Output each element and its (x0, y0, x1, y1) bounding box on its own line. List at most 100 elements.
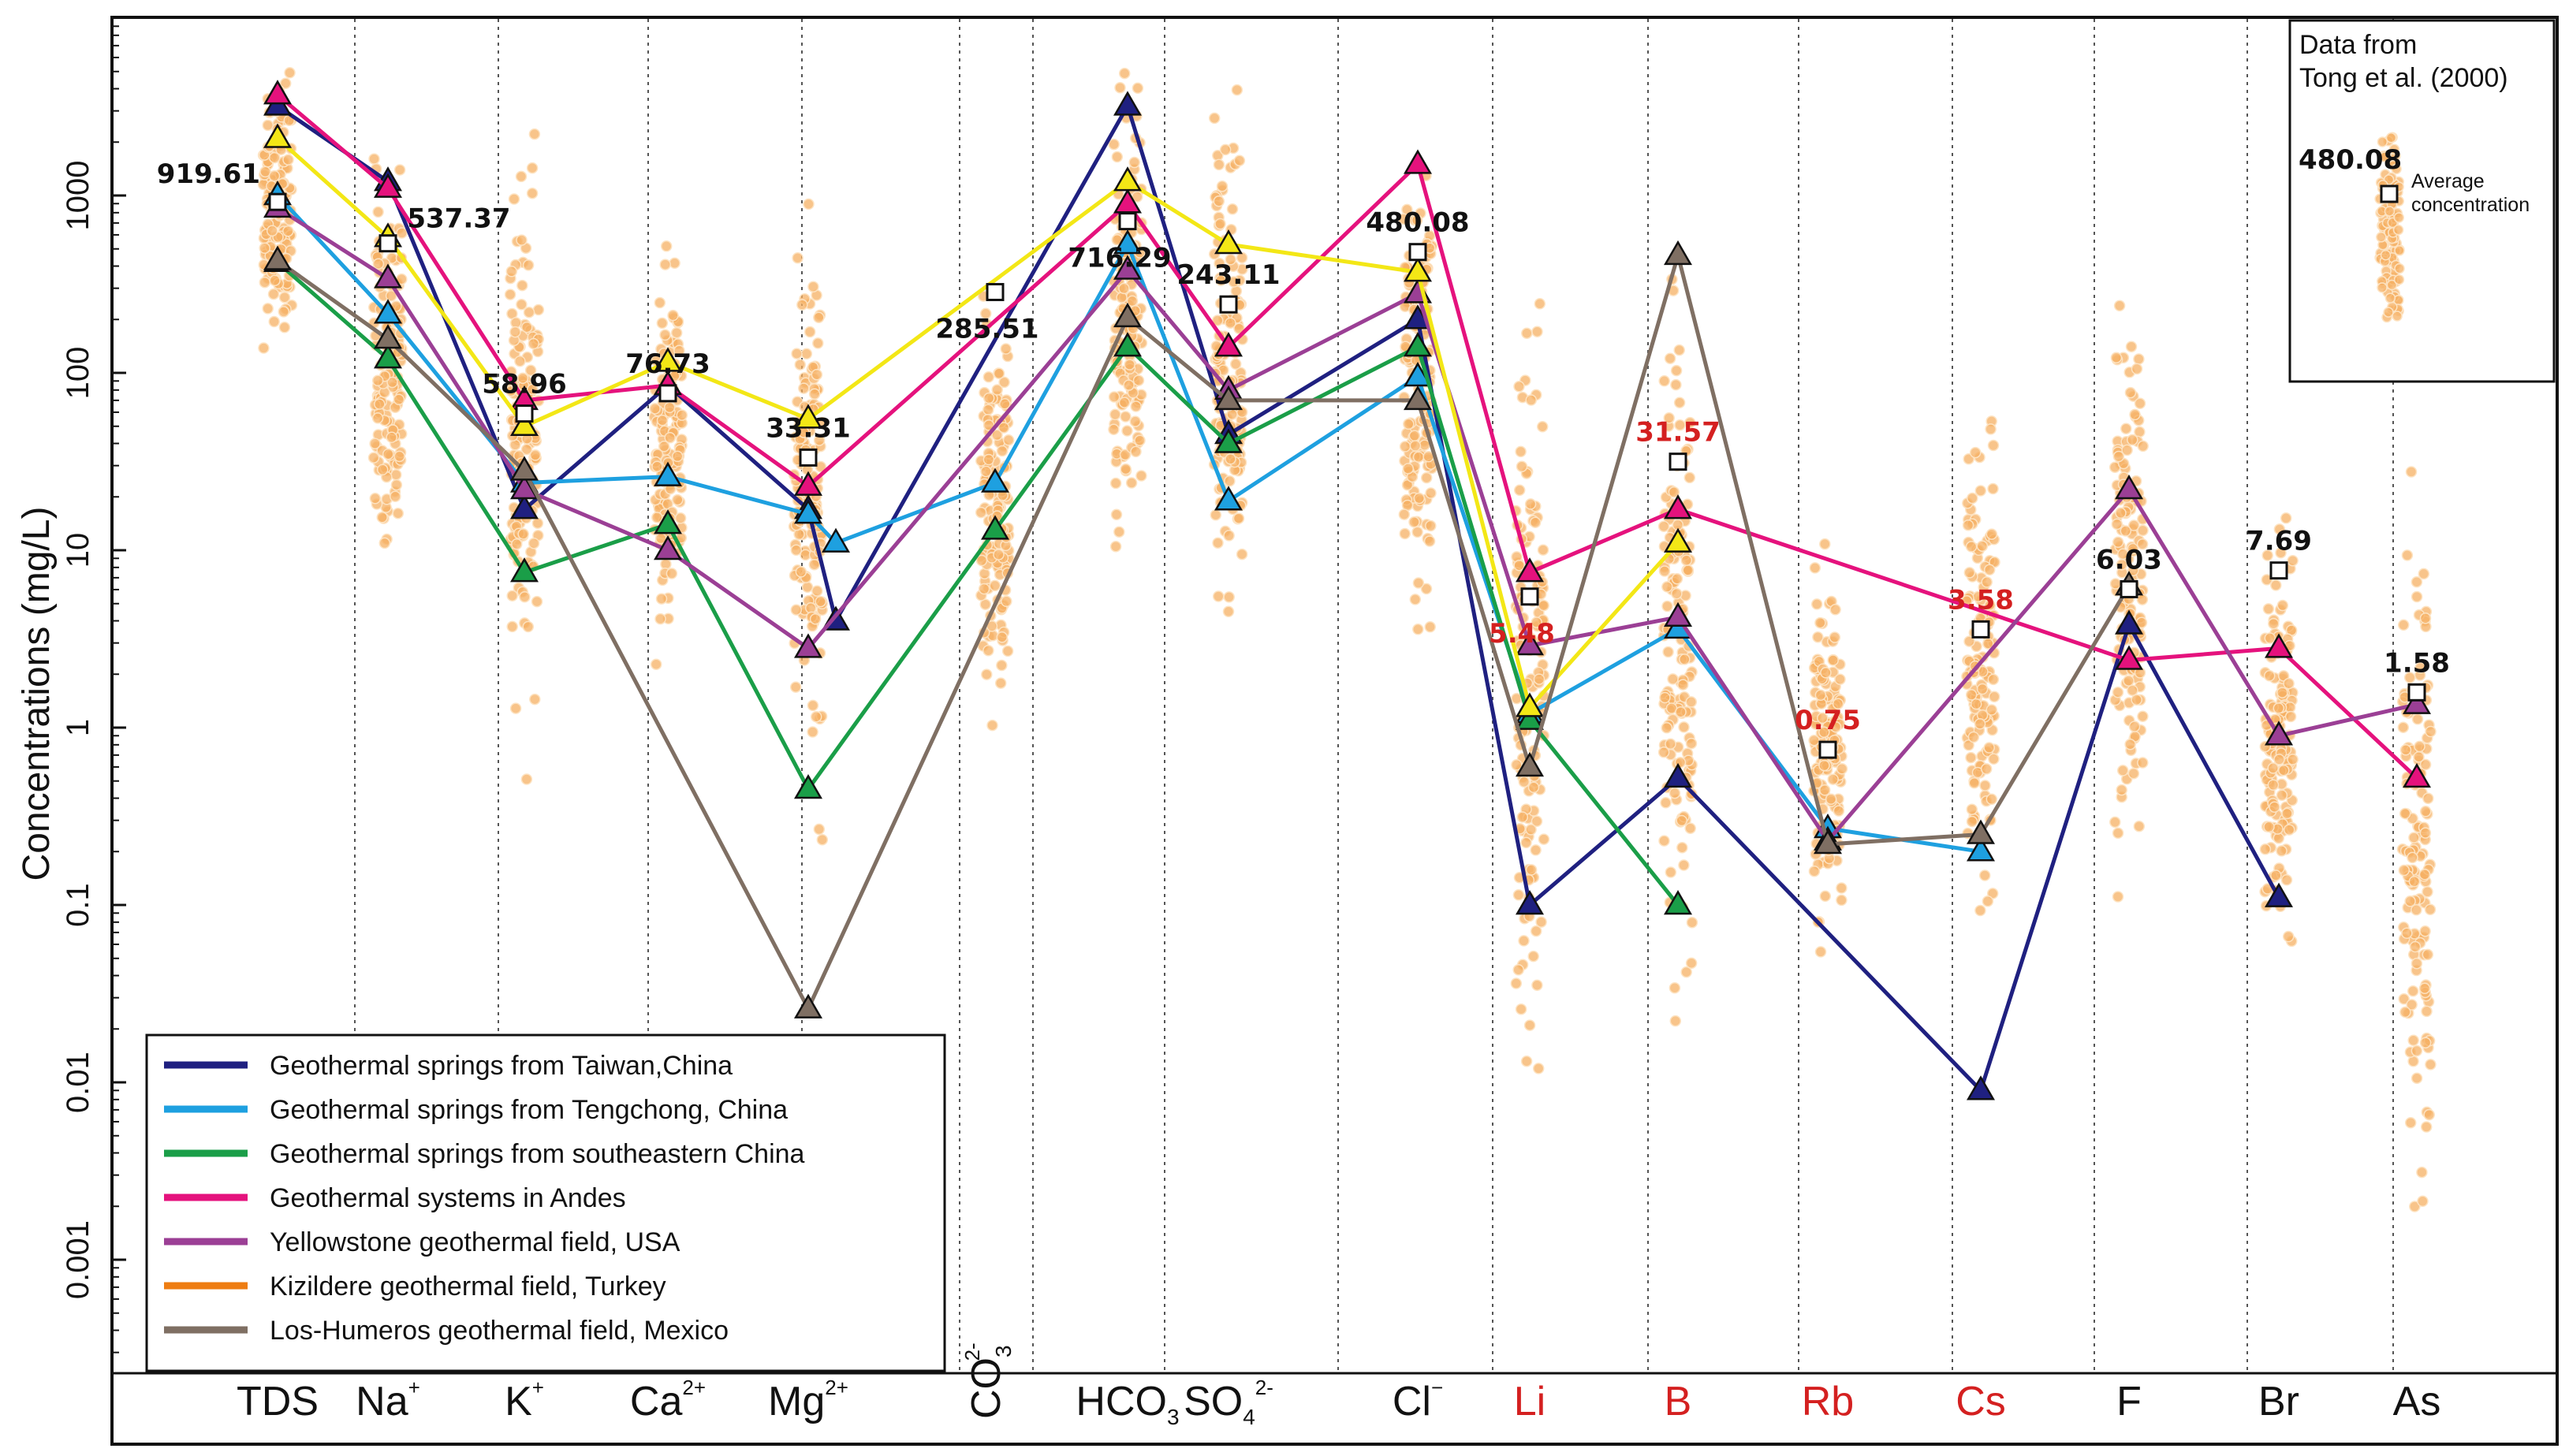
sample-point (519, 590, 531, 603)
sample-point (1135, 470, 1147, 482)
sample-point (2273, 754, 2285, 765)
sample-point (1531, 979, 1543, 991)
sample-point (1399, 441, 1411, 452)
sample-point (1680, 966, 1692, 978)
sample-point (1661, 600, 1673, 613)
sample-point (798, 382, 810, 394)
sample-point (2401, 549, 2414, 561)
sample-point (1525, 864, 1538, 876)
sample-point (1671, 587, 1683, 600)
sample-point (1684, 822, 1696, 834)
sample-point (511, 538, 523, 550)
sample-point (803, 198, 815, 210)
sample-point (368, 153, 380, 165)
sample-point (2136, 538, 2149, 550)
sample-point (390, 490, 401, 503)
series-line (276, 103, 2281, 1093)
sample-point (1531, 616, 1542, 628)
sample-point (1987, 673, 2000, 686)
sample-point (1967, 731, 1980, 743)
sample-point (2406, 999, 2418, 1011)
sample-point (2137, 710, 2149, 722)
sample-point (795, 566, 807, 578)
sample-point (1525, 824, 1537, 836)
category-label: SO42- (1184, 1376, 1273, 1429)
sample-point (1982, 638, 1994, 650)
sample-point (2109, 816, 2121, 829)
series-marker (1214, 332, 1243, 357)
series-marker (1113, 91, 1143, 116)
sample-point (2414, 740, 2425, 753)
sample-point (2276, 845, 2287, 857)
sample-point (506, 590, 518, 601)
sample-point (800, 348, 813, 360)
sample-point (2407, 1034, 2419, 1047)
sample-point (278, 306, 290, 318)
average-marker (268, 192, 287, 211)
sample-point (1680, 554, 1693, 566)
sample-point (1425, 519, 1437, 532)
sample-point (1408, 430, 1421, 442)
series-marker (1113, 166, 1143, 192)
sample-point (981, 668, 993, 680)
sample-point (1531, 815, 1543, 828)
sample-point (2425, 1059, 2437, 1071)
sample-point (2112, 891, 2124, 903)
sample-point (1118, 67, 1131, 80)
sample-point (1966, 803, 1978, 815)
sample-point (660, 240, 673, 252)
series-marker (2264, 721, 2294, 746)
sample-point (1399, 527, 1411, 540)
sample-point (392, 507, 405, 519)
note-marker-label: concentration (2411, 194, 2530, 216)
sample-point (2113, 300, 2126, 312)
sample-point (2270, 870, 2282, 881)
sample-point (1974, 718, 1986, 730)
sample-point (1663, 411, 1675, 424)
sample-point (1657, 520, 1670, 532)
series-marker (793, 471, 823, 496)
sample-point (1808, 734, 1820, 747)
note-sample-point (2380, 249, 2392, 261)
series-marker (1663, 527, 1693, 553)
sample-point (526, 187, 539, 199)
sample-point (815, 460, 827, 473)
sample-point (1677, 679, 1689, 691)
sample-point (266, 225, 278, 237)
sample-point (1683, 471, 1696, 484)
sample-point (1121, 425, 1133, 437)
average-marker (2120, 579, 2138, 598)
y-tick-label: 0.1 (61, 883, 95, 927)
note-average-value: 480.08 (2299, 144, 2402, 176)
sample-point (2127, 519, 2140, 531)
sample-point (2136, 594, 2149, 605)
sample-point (1963, 567, 1976, 579)
sample-point (393, 164, 406, 176)
sample-point (1675, 706, 1687, 718)
sample-point (367, 452, 380, 464)
sample-point (1825, 793, 1837, 805)
sample-point (1658, 835, 1670, 847)
sample-point (2133, 353, 2145, 365)
sample-point (369, 493, 382, 505)
sample-point (1510, 977, 1523, 989)
sample-point (1411, 214, 1423, 226)
sample-point (1120, 463, 1132, 475)
sample-point (2264, 632, 2276, 644)
sample-point (528, 537, 540, 549)
sample-point (1214, 257, 1225, 270)
sample-point (664, 431, 676, 444)
y-tick-label: 0.001 (61, 1220, 95, 1299)
sample-point (654, 613, 666, 625)
sample-point (811, 368, 823, 381)
sample-point (2135, 616, 2148, 629)
sample-point (1511, 759, 1523, 771)
average-value-label: 5.48 (1489, 618, 1555, 650)
sample-point (1670, 364, 1683, 377)
note-sample-point (2379, 151, 2390, 162)
sample-point (2127, 564, 2139, 577)
sample-point (2276, 599, 2289, 612)
sample-point (1425, 487, 1437, 499)
sample-point (1664, 352, 1676, 364)
series-marker (373, 173, 403, 198)
